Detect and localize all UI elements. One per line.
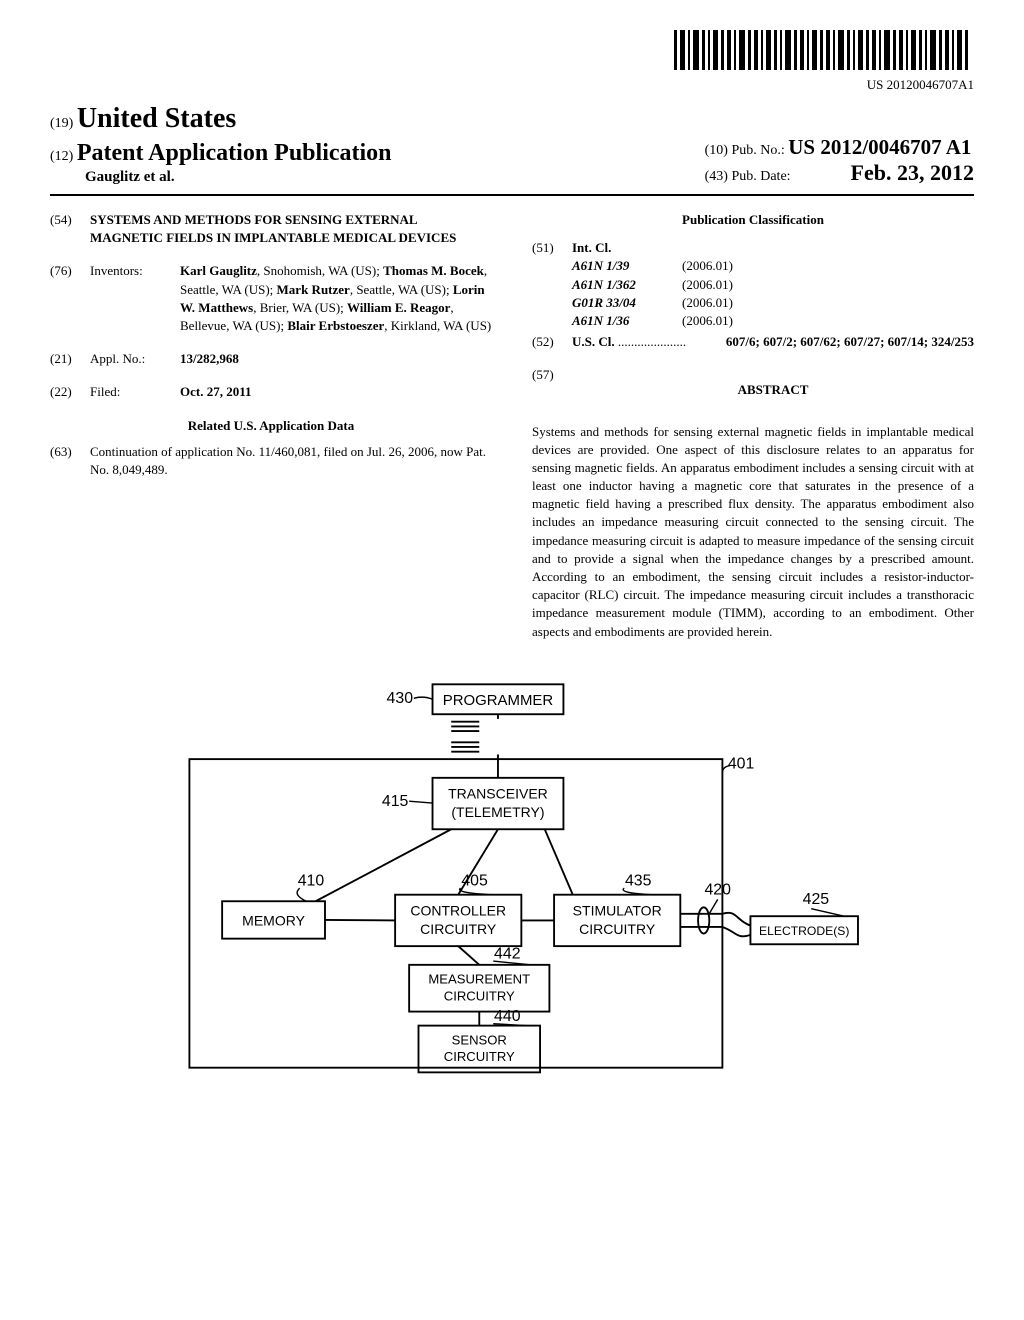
- int-cl-item: G01R 33/04(2006.01): [572, 294, 974, 312]
- svg-text:MEMORY: MEMORY: [242, 912, 305, 928]
- filed-value: Oct. 27, 2011: [180, 384, 252, 399]
- block-diagram: PROGRAMMER 430 401 TRANSCEIVER (TELEMETRY) 41…: [50, 671, 974, 1081]
- svg-text:420: 420: [704, 881, 731, 898]
- svg-text:401: 401: [728, 755, 755, 772]
- svg-text:440: 440: [494, 1008, 521, 1025]
- appl-no-value: 13/282,968: [180, 351, 239, 366]
- barcode: [674, 30, 974, 70]
- inventors-value: Karl Gauglitz, Snohomish, WA (US); Thoma…: [180, 262, 492, 335]
- svg-text:STIMULATOR: STIMULATOR: [573, 902, 662, 918]
- svg-text:(TELEMETRY): (TELEMETRY): [451, 804, 544, 820]
- svg-text:CIRCUITRY: CIRCUITRY: [579, 921, 656, 937]
- svg-text:CIRCUITRY: CIRCUITRY: [420, 921, 497, 937]
- abstract-text: Systems and methods for sensing external…: [532, 423, 974, 641]
- int-cl-items: A61N 1/39(2006.01)A61N 1/362(2006.01)G01…: [572, 257, 974, 330]
- svg-text:SENSOR: SENSOR: [452, 1032, 507, 1047]
- filed-label: Filed:: [90, 383, 180, 401]
- related-text: Continuation of application No. 11/460,0…: [90, 443, 492, 479]
- pub-class-heading: Publication Classification: [532, 211, 974, 229]
- pub-date-value: Feb. 23, 2012: [851, 160, 974, 186]
- svg-text:410: 410: [298, 872, 325, 889]
- svg-text:CIRCUITRY: CIRCUITRY: [444, 988, 515, 1003]
- pub-no-label: Pub. No.:: [731, 143, 784, 158]
- appl-no-label: Appl. No.:: [90, 350, 180, 368]
- int-cl-item: A61N 1/39(2006.01): [572, 257, 974, 275]
- svg-text:430: 430: [387, 690, 414, 707]
- svg-text:TRANSCEIVER: TRANSCEIVER: [448, 785, 548, 801]
- svg-text:MEASUREMENT: MEASUREMENT: [428, 971, 530, 986]
- svg-text:PROGRAMMER: PROGRAMMER: [443, 692, 554, 709]
- inventors-code: (76): [50, 262, 90, 335]
- svg-text:442: 442: [494, 945, 521, 962]
- barcode-section: US 20120046707A1: [50, 30, 974, 93]
- invention-title: SYSTEMS AND METHODS FOR SENSING EXTERNAL…: [90, 211, 492, 247]
- bibliographic-section: (54) SYSTEMS AND METHODS FOR SENSING EXT…: [50, 211, 974, 641]
- pub-no-code: (10): [705, 143, 728, 158]
- svg-text:435: 435: [625, 872, 652, 889]
- us-cl-code: (52): [532, 333, 572, 351]
- title-code: (54): [50, 211, 90, 247]
- pub-no-value: US 2012/0046707 A1: [788, 135, 971, 159]
- svg-text:415: 415: [382, 793, 409, 810]
- svg-text:405: 405: [461, 872, 488, 889]
- publication-header: (19) United States (12) Patent Applicati…: [50, 103, 974, 186]
- int-cl-code: (51): [532, 239, 572, 330]
- abstract-heading: ABSTRACT: [572, 381, 974, 399]
- header-divider: [50, 194, 974, 196]
- related-code: (63): [50, 443, 90, 479]
- pub-date-code: (43): [705, 169, 728, 184]
- filed-code: (22): [50, 383, 90, 401]
- int-cl-label: Int. Cl.: [572, 240, 611, 255]
- int-cl-item: A61N 1/362(2006.01): [572, 276, 974, 294]
- abstract-code: (57): [532, 366, 572, 407]
- pub-type: Patent Application Publication: [77, 140, 392, 166]
- us-cl-value: 607/6; 607/2; 607/62; 607/27; 607/14; 32…: [726, 334, 974, 349]
- authors-short: Gauglitz et al.: [85, 169, 392, 186]
- document-number-top: US 20120046707A1: [50, 77, 974, 93]
- related-heading: Related U.S. Application Data: [50, 417, 492, 435]
- pub-type-code: (12): [50, 149, 73, 164]
- country-code: (19): [50, 116, 73, 131]
- appl-no-code: (21): [50, 350, 90, 368]
- inventors-label: Inventors:: [90, 262, 180, 335]
- svg-text:CIRCUITRY: CIRCUITRY: [444, 1049, 515, 1064]
- pub-date-label: Pub. Date:: [731, 169, 790, 184]
- us-cl-label: U.S. Cl.: [572, 334, 615, 349]
- svg-text:425: 425: [803, 891, 830, 908]
- svg-text:ELECTRODE(S): ELECTRODE(S): [759, 924, 849, 938]
- int-cl-item: A61N 1/36(2006.01): [572, 312, 974, 330]
- country-name: United States: [77, 103, 236, 134]
- svg-text:CONTROLLER: CONTROLLER: [410, 902, 506, 918]
